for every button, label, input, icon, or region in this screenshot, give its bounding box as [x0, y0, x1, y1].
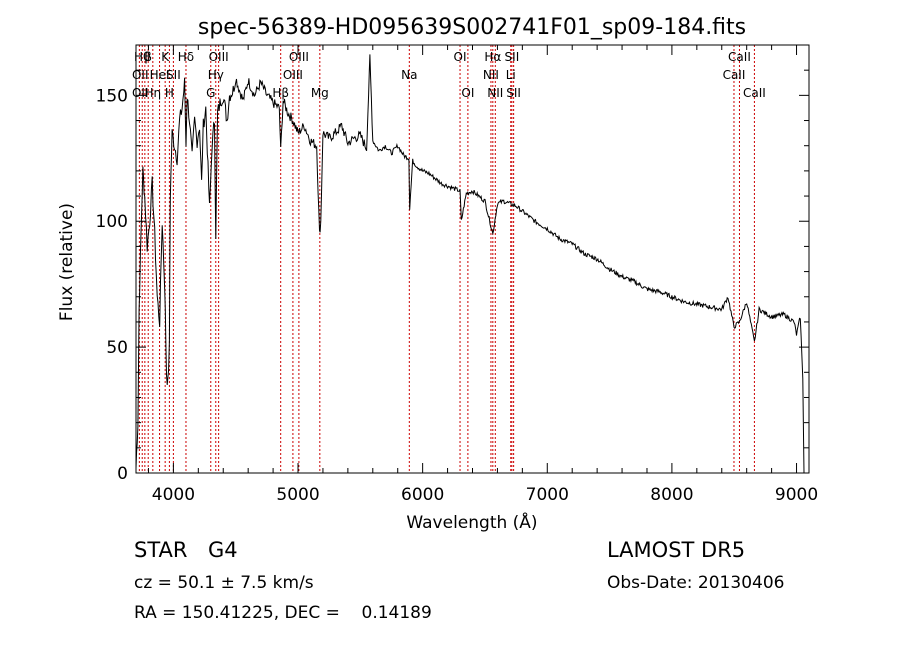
line-label-23: Li — [506, 68, 516, 82]
line-label-28: CaII — [743, 86, 766, 100]
line-label-9: Hδ — [178, 50, 194, 64]
object-class: STAR — [134, 538, 188, 562]
line-label-25: SII — [506, 86, 521, 100]
y-tick-label-150: 150 — [96, 86, 128, 106]
chart-title: spec-56389-HD095639S002741F01_sp09-184.f… — [198, 15, 746, 40]
x-tick-label-5000: 5000 — [276, 485, 319, 505]
line-label-17: Na — [401, 68, 417, 82]
line-label-12: OIII — [209, 50, 229, 64]
x-tick-label-9000: 9000 — [775, 485, 818, 505]
spectral-line-labels: HθOIIOIIβHηHeIKHSIIHδGHγOIIIHβOIIIOIIIMg… — [132, 50, 766, 100]
y-axis: 0 50 100 150 — [96, 44, 809, 484]
plot-frame — [135, 44, 810, 474]
line-label-21: Hα — [484, 50, 501, 64]
y-tick-label-100: 100 — [96, 212, 128, 232]
spectral-line-markers — [138, 45, 755, 473]
x-tick-label-8000: 8000 — [650, 485, 693, 505]
line-label-20: NII — [483, 68, 499, 82]
redshift-cz: cz = 50.1 ± 7.5 km/s — [134, 573, 314, 593]
line-label-18: OI — [454, 50, 467, 64]
line-label-3: β — [144, 50, 152, 64]
line-label-24: SII — [505, 50, 520, 64]
line-label-11: Hγ — [208, 68, 224, 82]
line-label-7: H — [165, 86, 174, 100]
y-tick-label-50: 50 — [106, 338, 128, 358]
line-label-5: HeI — [150, 68, 170, 82]
line-label-10: G — [206, 86, 215, 100]
spectrum-line — [135, 54, 805, 474]
object-subclass: G4 — [208, 538, 238, 562]
x-axis-label: Wavelength (Å) — [406, 511, 537, 533]
line-label-26: CaII — [723, 68, 746, 82]
x-axis: 4000 5000 6000 7000 8000 9000 — [147, 45, 818, 505]
x-tick-label-7000: 7000 — [526, 485, 569, 505]
line-label-0: Hθ — [134, 50, 150, 64]
observation-date: Obs-Date: 20130406 — [607, 573, 785, 593]
line-label-14: OIII — [283, 68, 303, 82]
line-label-15: OIII — [289, 50, 309, 64]
line-label-16: Mg — [311, 86, 329, 100]
x-tick-label-6000: 6000 — [401, 485, 444, 505]
line-label-19: OI — [461, 86, 474, 100]
y-axis-label: Flux (relative) — [57, 203, 77, 321]
line-label-13: Hβ — [272, 86, 289, 100]
x-tick-label-4000: 4000 — [152, 485, 195, 505]
line-label-22: NII — [487, 86, 503, 100]
ra-dec-coordinates: RA = 150.41225, DEC = 0.14189 — [134, 603, 432, 623]
survey-name: LAMOST DR5 — [607, 538, 746, 562]
line-label-6: K — [161, 50, 170, 64]
line-label-4: Hη — [145, 86, 162, 100]
y-tick-label-0: 0 — [117, 464, 128, 484]
line-label-8: SII — [166, 68, 181, 82]
line-label-27: CaII — [728, 50, 751, 64]
